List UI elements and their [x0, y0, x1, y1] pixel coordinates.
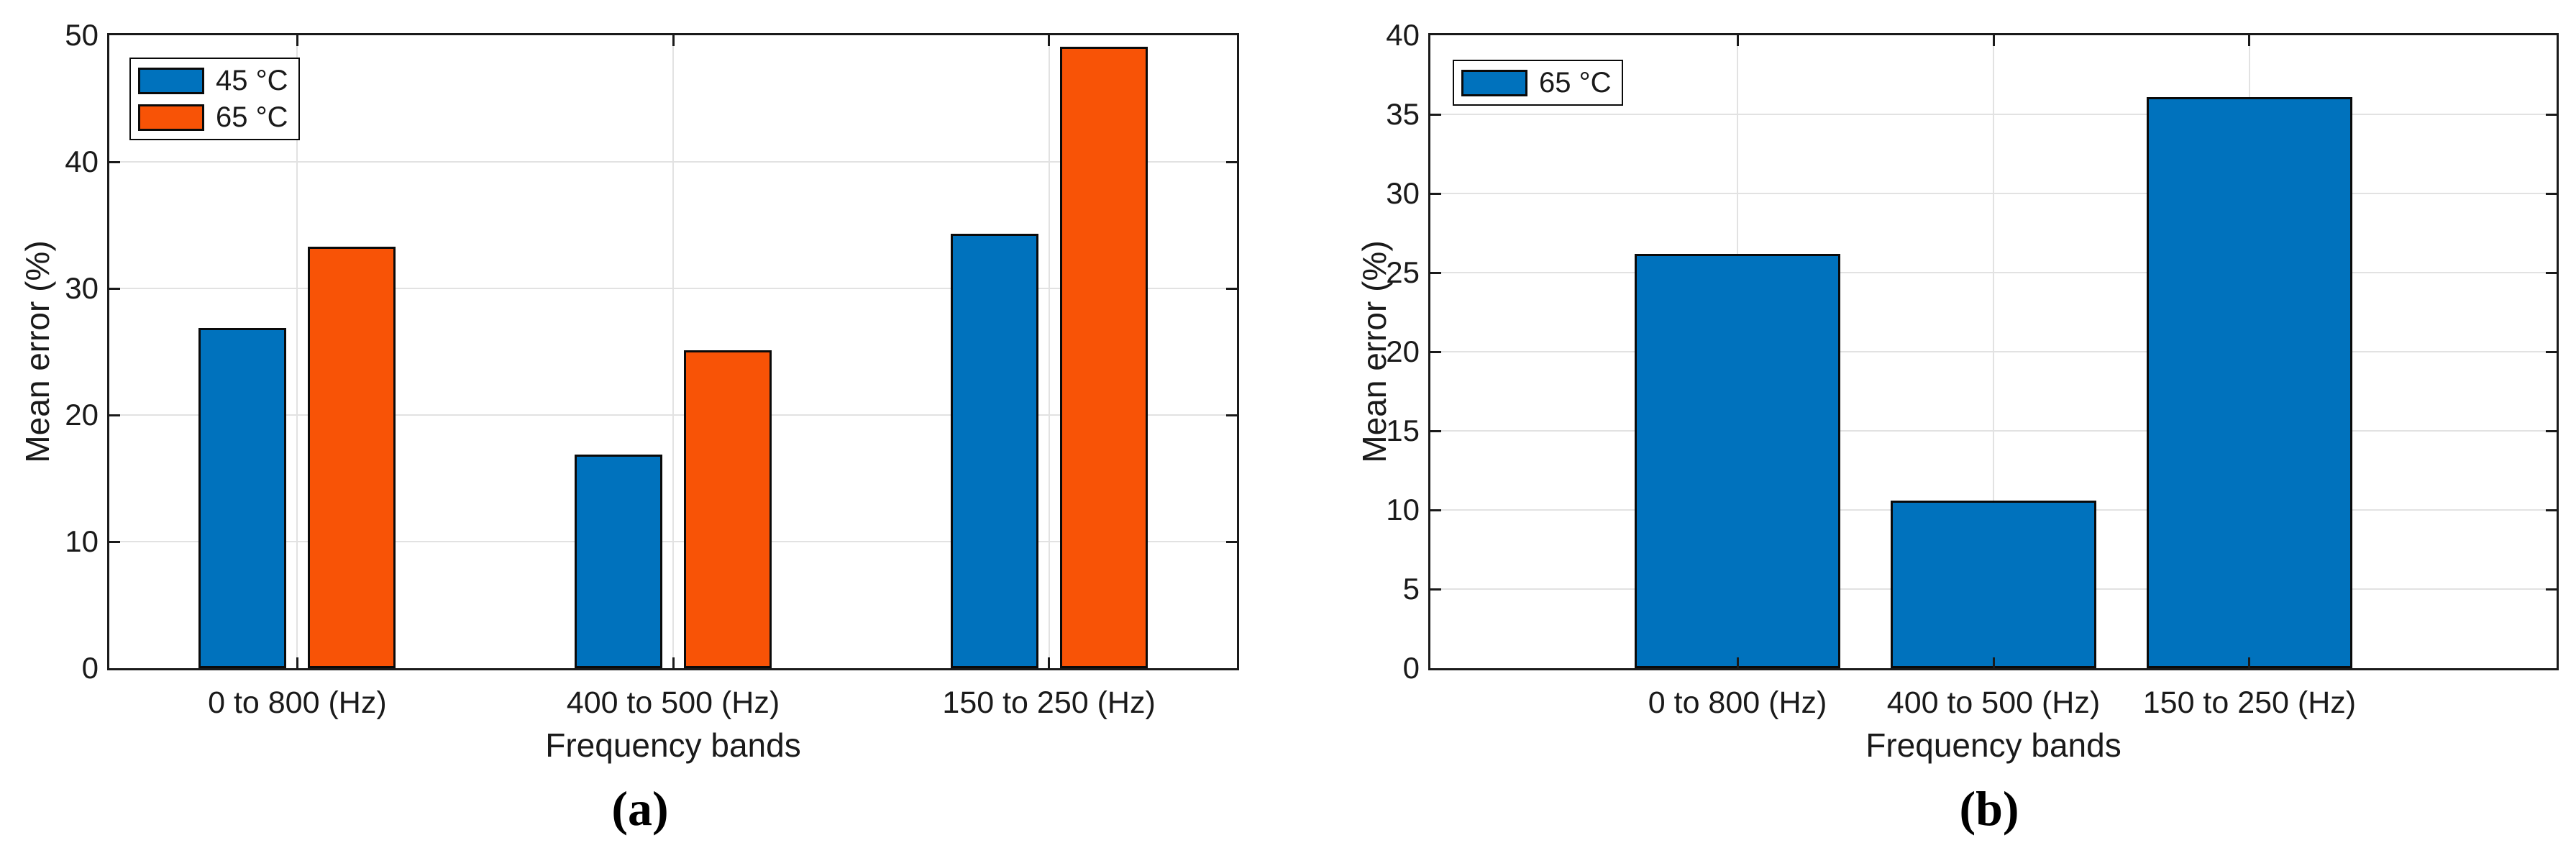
figure-caption: (a)	[611, 781, 669, 836]
x-axis-tick	[672, 35, 675, 46]
bar	[308, 247, 396, 668]
bar	[2146, 97, 2352, 668]
x-axis-tick	[296, 657, 298, 668]
legend-item: 65 °C	[1461, 68, 1612, 97]
x-axis-tick	[1992, 35, 1995, 46]
chart-panel-b: Mean error (%) 65 °C Frequency bands (b)…	[1288, 0, 2576, 848]
y-tick-label: 30	[65, 271, 99, 305]
y-tick-label: 30	[1386, 176, 1420, 210]
y-axis-tick	[2546, 588, 2557, 591]
y-tick-label: 35	[1386, 97, 1420, 131]
chart-panel-a: Mean error (%) 45 °C 65 °C Frequency band…	[19, 18, 1239, 836]
y-tick-label: 50	[65, 18, 99, 52]
legend-swatch	[138, 104, 204, 131]
x-tick-label: 0 to 800 (Hz)	[1648, 685, 1827, 720]
y-axis-tick	[1430, 429, 1441, 432]
x-tick-label: 150 to 250 (Hz)	[942, 685, 1156, 720]
y-axis-tick	[1430, 113, 1441, 116]
y-tick-label: 20	[65, 398, 99, 432]
y-axis-tick	[1430, 192, 1441, 195]
bar	[575, 455, 662, 668]
y-axis-tick	[109, 414, 120, 416]
x-axis-title: Frequency bands	[1865, 726, 2121, 764]
x-axis-title: Frequency bands	[545, 726, 801, 764]
bar	[950, 234, 1038, 668]
x-axis-tick	[296, 35, 298, 46]
plot-area: 65 °C	[1428, 33, 2559, 670]
y-axis-tick	[1430, 588, 1441, 591]
legend: 65 °C	[1453, 60, 1623, 106]
legend: 45 °C 65 °C	[129, 58, 300, 140]
y-tick-label: 10	[65, 524, 99, 558]
legend-swatch	[1461, 69, 1527, 96]
y-axis-tick	[1430, 509, 1441, 511]
x-tick-label: 400 to 500 (Hz)	[566, 685, 780, 720]
y-axis-tick	[2546, 509, 2557, 511]
x-axis-tick	[1992, 657, 1995, 668]
y-tick-label: 40	[1386, 18, 1420, 52]
x-axis-tick	[1048, 35, 1051, 46]
y-axis-tick	[1226, 414, 1237, 416]
y-tick-label: 0	[1402, 651, 1420, 685]
bar	[1891, 501, 2096, 668]
y-axis-tick	[2546, 350, 2557, 353]
legend-label: 45 °C	[216, 65, 288, 96]
v-gridline	[1048, 35, 1050, 668]
legend-item: 65 °C	[138, 103, 288, 132]
x-axis-tick	[1736, 35, 1739, 46]
y-axis-tick	[1226, 160, 1237, 163]
x-axis-tick	[2248, 35, 2251, 46]
legend-label: 65 °C	[216, 101, 288, 133]
y-tick-label: 15	[1386, 414, 1420, 447]
y-axis-tick	[2546, 429, 2557, 432]
bar	[1059, 47, 1148, 668]
y-tick-label: 10	[1386, 493, 1420, 526]
v-gridline	[1993, 35, 1994, 668]
y-axis-tick	[1430, 350, 1441, 353]
x-axis-tick	[672, 657, 675, 668]
y-axis-tick	[1226, 287, 1237, 290]
y-axis-tick	[2546, 271, 2557, 274]
x-tick-label: 400 to 500 (Hz)	[1886, 685, 2101, 720]
plot-area: 45 °C 65 °C	[107, 33, 1239, 670]
y-tick-label: 25	[1386, 255, 1420, 289]
bar	[684, 350, 772, 668]
figure-caption: (b)	[1959, 781, 2019, 836]
y-axis-tick	[1226, 540, 1237, 543]
y-axis-tick	[2546, 113, 2557, 116]
x-axis-tick	[2248, 657, 2251, 668]
bar	[198, 328, 287, 668]
legend-label: 65 °C	[1539, 67, 1612, 99]
v-gridline	[296, 35, 298, 668]
y-axis-tick	[109, 540, 120, 543]
y-axis-tick	[1430, 271, 1441, 274]
y-axis-tick	[2546, 192, 2557, 195]
y-axis-tick	[109, 287, 120, 290]
y-tick-label: 40	[65, 145, 99, 178]
legend-swatch	[138, 67, 204, 94]
y-tick-label: 20	[1386, 334, 1420, 368]
v-gridline	[672, 35, 674, 668]
y-tick-label: 5	[1402, 572, 1420, 606]
y-tick-label: 0	[81, 651, 99, 685]
x-axis-tick	[1736, 657, 1739, 668]
y-axis-tick	[109, 160, 120, 163]
bar	[1635, 254, 1841, 668]
x-tick-label: 0 to 800 (Hz)	[208, 685, 387, 720]
x-axis-tick	[1048, 657, 1051, 668]
x-tick-label: 150 to 250 (Hz)	[2142, 685, 2357, 720]
legend-item: 45 °C	[138, 66, 288, 95]
